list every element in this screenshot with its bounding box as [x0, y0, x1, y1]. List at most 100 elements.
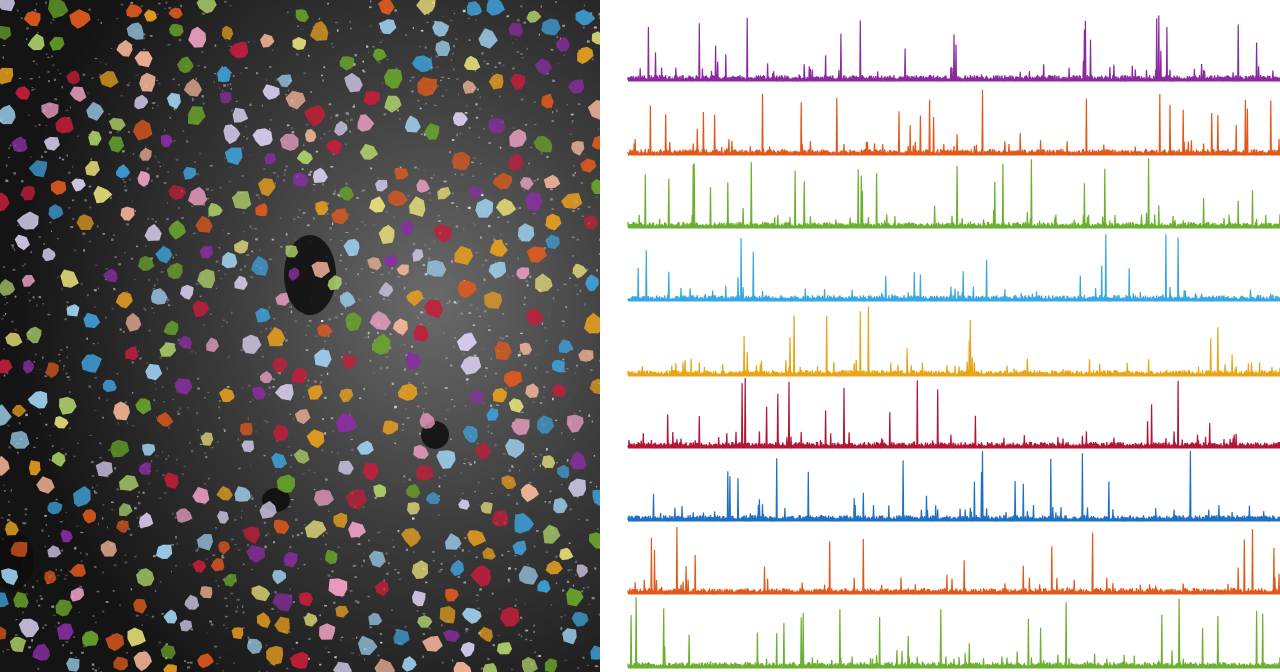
neuron-roi	[266, 645, 284, 666]
neuron-roi	[259, 500, 277, 519]
neuron-roi	[177, 335, 193, 350]
neuron-roi	[292, 172, 309, 187]
neuron-roi	[508, 22, 524, 37]
neuron-roi	[134, 94, 149, 110]
neuron-roi	[375, 179, 388, 192]
neuron-roi	[20, 185, 36, 201]
neuron-roi	[327, 275, 342, 291]
neuron-roi	[258, 178, 276, 197]
neuron-roi	[272, 357, 289, 373]
neuron-roi	[81, 354, 102, 373]
neuron-roi	[231, 191, 252, 210]
neuron-roi	[177, 56, 194, 73]
neuron-roi	[486, 0, 505, 16]
neuron-roi	[291, 367, 308, 384]
neuron-roi	[315, 200, 329, 216]
neuron-roi	[180, 284, 194, 300]
neuron-roi	[156, 412, 174, 427]
neuron-roi	[325, 139, 342, 155]
neuron-roi	[396, 264, 409, 276]
neuron-roi	[200, 586, 213, 599]
neuron-roi	[138, 512, 154, 529]
neuron-roi	[338, 186, 354, 201]
neuron-roi	[10, 541, 28, 557]
neuron-roi	[285, 245, 299, 258]
neuron-roi	[26, 326, 42, 344]
neuron-roi	[135, 398, 152, 415]
neuron-roi	[509, 129, 527, 148]
neuron-roi	[42, 247, 56, 262]
neuron-roi	[221, 25, 234, 40]
neuron-roi	[305, 129, 317, 143]
neuron-roi	[168, 220, 186, 240]
neuron-roi	[371, 333, 391, 355]
neuron-roi	[422, 635, 443, 652]
neuron-roi	[21, 275, 36, 287]
neuron-roi	[217, 510, 229, 524]
neuron-roi	[113, 401, 130, 421]
neuron-roi	[188, 26, 207, 48]
neuron-roi	[166, 92, 181, 110]
neuron-roi	[369, 196, 386, 213]
activity-trace-1	[627, 15, 1280, 83]
neuron-roi	[260, 33, 275, 48]
neuron-roi	[192, 486, 210, 504]
neuron-roi	[187, 186, 208, 206]
neuron-roi	[252, 386, 267, 400]
neuron-roi	[541, 18, 561, 36]
neuron-roi	[373, 484, 387, 498]
neuron-roi	[216, 486, 233, 501]
neuron-roi	[415, 464, 435, 481]
neuron-roi	[374, 581, 389, 597]
neuron-roi	[368, 550, 386, 568]
neuron-roi	[401, 528, 421, 548]
neuron-roi	[262, 84, 280, 100]
neuron-roi	[0, 104, 16, 125]
neuron-roi	[499, 607, 520, 627]
neuron-roi	[32, 643, 51, 661]
neuron-roi	[534, 58, 553, 76]
neuron-roi	[18, 618, 40, 638]
neuron-roi	[307, 385, 323, 400]
neuron-roi	[571, 141, 585, 156]
neuron-roi	[283, 551, 298, 568]
neuron-roi	[526, 246, 547, 263]
neuron-roi	[292, 37, 307, 50]
neuron-roi	[383, 254, 399, 268]
neuron-roi	[451, 151, 471, 170]
neuron-roi	[125, 346, 139, 361]
neuron-roi	[76, 214, 94, 230]
neuron-roi	[503, 370, 523, 388]
neuron-roi	[555, 37, 570, 52]
neuron-roi	[458, 499, 470, 510]
neuron-roi	[60, 269, 79, 288]
neuron-roi	[221, 251, 238, 269]
neuron-roi	[231, 627, 244, 640]
neuron-roi	[23, 359, 35, 374]
neuron-roi	[587, 100, 600, 120]
neuron-roi	[559, 547, 574, 561]
neuron-roi	[255, 202, 268, 217]
neuron-roi	[572, 263, 588, 279]
neuron-roi	[384, 95, 402, 113]
neuron-roi	[411, 560, 429, 579]
neuron-roi	[0, 67, 14, 85]
neuron-roi	[475, 441, 492, 460]
neuron-roi	[333, 661, 353, 672]
neuron-roi	[491, 510, 509, 527]
neuron-roi	[468, 389, 484, 404]
neuron-roi	[382, 420, 399, 435]
neuron-roi	[343, 238, 360, 257]
neuron-roi	[541, 455, 556, 469]
neuron-roi	[69, 9, 91, 29]
trace-signal	[627, 234, 1280, 303]
neuron-roi	[288, 267, 300, 281]
neuron-roi	[85, 160, 100, 177]
neuron-roi	[183, 166, 197, 180]
neuron-roi	[545, 213, 562, 231]
activity-trace-9	[627, 597, 1280, 670]
blood-vessel-shadow	[284, 235, 336, 315]
neuron-roi	[542, 524, 561, 544]
neuron-roi	[544, 658, 558, 672]
neuron-roi	[400, 220, 414, 237]
